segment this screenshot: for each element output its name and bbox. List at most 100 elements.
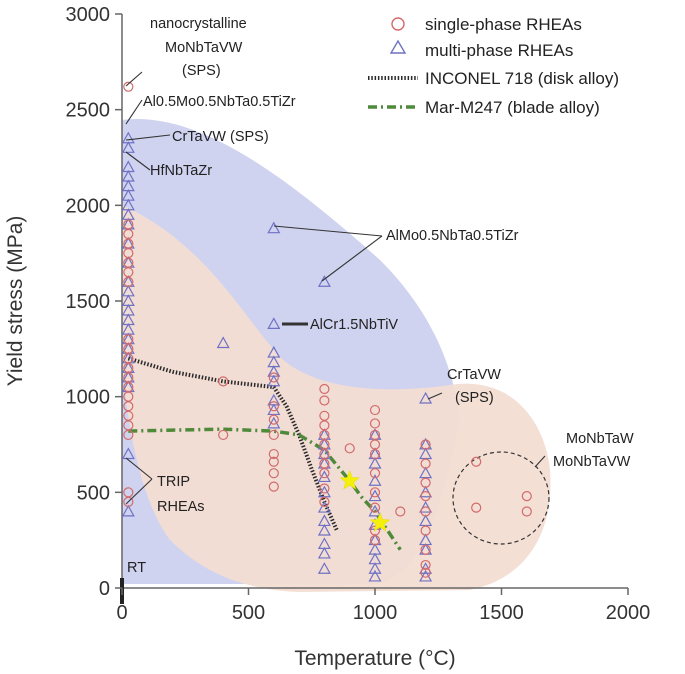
ann-al05mo: Al0.5Mo0.5NbTa0.5TiZr — [143, 94, 296, 110]
multi-phase-point — [419, 391, 433, 404]
x-tick-label: 0 — [116, 602, 127, 624]
ann-crtavw: CrTaVW — [447, 367, 501, 383]
ann-monbtavw2: MoNbTaVW — [553, 454, 631, 470]
single-phase-point — [268, 448, 279, 460]
single-phase-point — [471, 456, 482, 467]
multi-phase-point — [419, 466, 433, 479]
legend-marm-label: Mar-M247 (blade alloy) — [425, 98, 600, 117]
single-phase-point — [420, 525, 431, 536]
multi-phase-markers — [121, 131, 433, 582]
single-phase-point — [420, 491, 431, 502]
y-tick-label: 2500 — [66, 100, 111, 122]
single-phase-point — [369, 502, 381, 513]
multi-phase-point — [121, 447, 135, 460]
single-phase-point — [420, 559, 431, 571]
single-phase-point — [344, 443, 355, 454]
ann-almo05: AlMo0.5NbTa0.5TiZr — [386, 228, 519, 244]
multi-phase-point — [368, 569, 382, 582]
multi-phase-point — [368, 456, 382, 469]
single-phase-point — [471, 502, 482, 513]
multi-phase-point — [317, 562, 331, 574]
y-tick-label: 2000 — [66, 195, 111, 217]
single-phase-point — [420, 506, 431, 517]
multi-phase-point — [419, 447, 433, 460]
multi-phase-point — [368, 474, 382, 486]
single-phase-point — [369, 448, 381, 460]
ann-monbtaw: MoNbTaW — [566, 431, 634, 447]
single-phase-point — [369, 418, 381, 429]
ann-monbtavw: MoNbTaVW — [165, 40, 243, 56]
single-phase-point — [395, 506, 406, 517]
single-phase-point — [268, 372, 279, 383]
multi-phase-point — [317, 500, 331, 513]
single-phase-point — [420, 439, 431, 450]
y-tick-label: 500 — [77, 482, 110, 504]
star-markers — [339, 470, 391, 532]
leader-crtavw2 — [427, 392, 443, 400]
single-phase-point — [268, 414, 279, 425]
annotations: nanocrystalline MoNbTaVW (SPS) Al0.5Mo0.… — [127, 16, 634, 576]
single-phase-point — [521, 491, 532, 502]
multi-phase-point — [368, 562, 382, 574]
single-phase-point — [319, 496, 330, 507]
single-phase-point — [319, 383, 330, 395]
ann-rt: RT — [127, 560, 146, 576]
single-phase-point — [319, 483, 330, 494]
multi-phase-point — [216, 336, 230, 349]
multi-phase-point — [317, 546, 331, 559]
leader-almo-1 — [273, 225, 383, 237]
single-phase-point — [369, 404, 381, 416]
multi-phase-point — [121, 504, 135, 517]
single-phase-markers — [123, 81, 532, 578]
single-phase-point — [268, 429, 279, 441]
single-phase-point — [123, 81, 134, 92]
ann-nanocrystalline: nanocrystalline — [150, 16, 247, 32]
legend-inconel-label: INCONEL 718 (disk alloy) — [425, 69, 619, 88]
single-phase-point — [521, 506, 532, 517]
legend-single-marker — [391, 17, 405, 31]
x-tick-label: 2000 — [606, 602, 651, 624]
star-point — [339, 470, 361, 490]
single-phase-point — [218, 429, 229, 441]
multi-phase-point — [267, 221, 281, 234]
single-phase-point — [123, 276, 134, 287]
single-phase-point — [420, 567, 431, 578]
legend-single-label: single-phase RHEAs — [425, 15, 582, 34]
x-tick-label: 500 — [232, 602, 265, 624]
y-ticks: 0 500 1000 1500 2000 2500 3000 — [66, 4, 122, 600]
single-phase-point — [319, 468, 330, 479]
ann-trip: TRIP — [157, 474, 190, 490]
leader-al05 — [125, 99, 143, 125]
single-phase-point — [369, 535, 381, 546]
ann-crtavw-sps: CrTaVW (SPS) — [172, 129, 269, 145]
legend-multi-label: multi-phase RHEAs — [425, 41, 573, 60]
multi-phase-point — [317, 275, 331, 287]
legend-multi-marker — [389, 39, 407, 54]
x-tick-label: 1500 — [479, 602, 524, 624]
single-phase-point — [420, 544, 431, 555]
leader-nano — [125, 71, 143, 87]
single-phase-point — [123, 496, 134, 507]
x-tick-label: 1000 — [353, 602, 398, 624]
multi-phase-point — [419, 500, 433, 513]
single-phase-point — [268, 481, 279, 492]
single-phase-point — [420, 458, 431, 469]
multi-phase-point — [419, 514, 433, 527]
single-phase-point — [123, 429, 134, 441]
single-phase-point — [268, 401, 279, 412]
y-tick-label: 1500 — [66, 291, 111, 313]
ann-alcr15: AlCr1.5NbTiV — [310, 317, 398, 333]
leader-monbtaw — [534, 455, 546, 468]
single-phase-point — [369, 487, 381, 498]
leader-almo-2 — [321, 235, 383, 282]
y-tick-label: 3000 — [66, 4, 111, 26]
y-tick-label: 0 — [99, 578, 110, 600]
multi-phase-point — [121, 141, 135, 153]
mar-m247-line — [128, 427, 402, 551]
multi-phase-point — [317, 523, 331, 536]
single-phase-point — [319, 395, 330, 406]
star-point — [369, 512, 391, 532]
ann-hfnbtazr: HfNbTaZr — [150, 163, 212, 179]
ann-sps1: (SPS) — [182, 63, 221, 79]
